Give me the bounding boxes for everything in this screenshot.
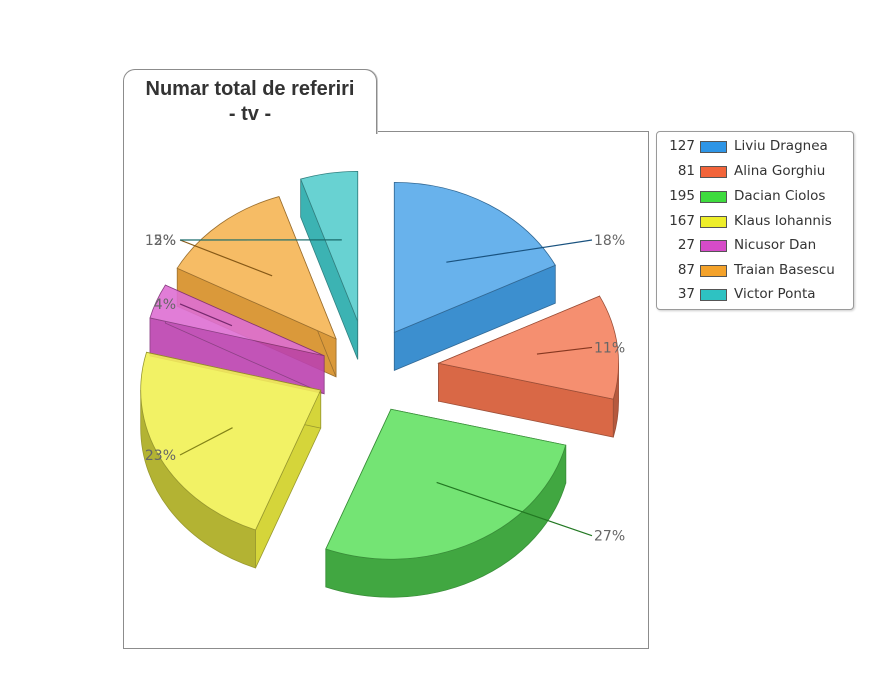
legend-item-alina-gorghiu: 81 Alina Gorghiu [657, 162, 853, 182]
legend-item-dacian-ciolos: 195 Dacian Ciolos [657, 187, 853, 207]
legend-count: 37 [677, 286, 695, 302]
legend-label: Liviu Dragnea [734, 138, 828, 154]
legend-label: Nicusor Dan [734, 237, 817, 253]
pct-label-alina-gorghiu: 11% [594, 340, 625, 356]
leader-line-liviu-dragnea [446, 239, 593, 263]
leader-line-alina-gorghiu [536, 346, 593, 355]
pct-label-dacian-ciolos: 27% [594, 529, 625, 545]
pie-slice-victor-ponta [300, 170, 359, 360]
legend-label: Victor Ponta [734, 286, 816, 302]
pct-label-liviu-dragnea: 18% [594, 233, 625, 249]
leader-line-klaus-iohannis [179, 427, 233, 456]
legend-swatch [700, 265, 727, 277]
pie-slice-alina-gorghiu [437, 295, 619, 438]
legend-count: 27 [677, 237, 695, 253]
legend-count: 81 [677, 163, 695, 179]
legend-item-victor-ponta: 37 Victor Ponta [657, 285, 853, 305]
legend-count: 195 [669, 188, 695, 204]
legend: 127 Liviu Dragnea 81 Alina Gorghiu 195 D… [656, 131, 854, 310]
pct-label-traian-basescu: 12% [145, 233, 176, 249]
legend-count: 167 [669, 213, 695, 229]
legend-swatch [700, 141, 727, 153]
legend-swatch [700, 191, 727, 203]
pie-slice-dacian-ciolos [325, 408, 567, 598]
pie-slice-klaus-iohannis [140, 351, 322, 569]
pct-label-klaus-iohannis: 23% [145, 448, 176, 464]
legend-label: Alina Gorghiu [734, 163, 826, 179]
legend-count: 87 [677, 262, 695, 278]
leader-line-nicusor-dan [179, 303, 233, 327]
legend-item-nicusor-dan: 27 Nicusor Dan [657, 236, 853, 256]
leader-line-traian-basescu [179, 239, 273, 277]
chart-title-tab: Numar total de referiri - tv - [123, 69, 377, 134]
legend-item-traian-basescu: 87 Traian Basescu [657, 261, 853, 281]
legend-swatch [700, 166, 727, 178]
legend-item-klaus-iohannis: 167 Klaus Iohannis [657, 212, 853, 232]
legend-item-liviu-dragnea: 127 Liviu Dragnea [657, 137, 853, 157]
chart-subtitle: - tv - [228, 103, 272, 125]
legend-swatch [700, 289, 727, 301]
pct-label-nicusor-dan: 4% [154, 297, 176, 313]
legend-count: 127 [669, 138, 695, 154]
legend-label: Traian Basescu [734, 262, 835, 278]
chart-title: Numar total de referiri [145, 78, 355, 100]
legend-label: Dacian Ciolos [734, 188, 826, 204]
pct-label-victor-ponta: 5% [154, 233, 176, 249]
legend-label: Klaus Iohannis [734, 213, 832, 229]
leader-line-dacian-ciolos [436, 481, 593, 537]
legend-swatch [700, 240, 727, 252]
pie-slice-nicusor-dan [149, 284, 325, 395]
legend-swatch [700, 216, 727, 228]
